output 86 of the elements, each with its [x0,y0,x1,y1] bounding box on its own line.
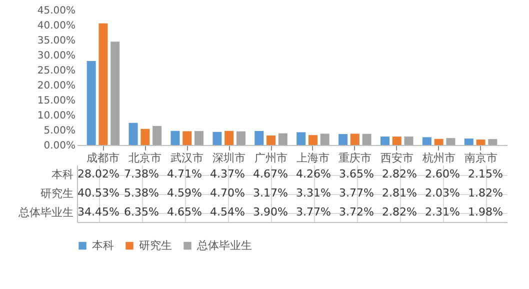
text: 总体毕业生 [18,206,74,219]
x-tick-label: 北京市 [128,152,162,164]
bar [350,134,360,145]
data-label: 1.82% [468,186,503,200]
data-label: 6.35% [124,206,159,218]
bar [170,130,180,145]
bar [476,140,486,145]
x-tick-label: 杭州市 [421,152,456,164]
legend-label: 研究生 [139,238,172,252]
data-label: 4.59% [167,186,202,200]
y-tick-label: 30.00% [37,50,76,62]
data-label: 2.03% [425,186,460,200]
bar [488,139,498,145]
data-label: 4.26% [296,168,331,180]
bar [464,138,474,145]
data-label: 5.38% [124,186,159,200]
y-tick-label: 10.00% [37,110,76,122]
bar [434,138,444,145]
bar [278,133,288,145]
data-label: 2.60% [425,168,460,180]
x-tick-label: 深圳市 [212,152,246,164]
data-label: 4.71% [167,168,202,180]
data-label: 3.31% [296,186,331,200]
x-tick-label: 上海市 [296,152,330,164]
y-tick-label: 25.00% [37,66,76,76]
bar [194,131,204,145]
bar [308,135,318,145]
data-label: 7.38% [124,168,159,180]
bar [98,23,108,145]
bar [236,131,246,145]
data-label: 3.77% [339,186,374,200]
bar [140,128,150,145]
y-tick-label: 20.00% [37,80,76,92]
bar [152,126,162,145]
bar [362,134,372,145]
x-tick-label: 广州市 [254,152,288,164]
data-label: 40.53% [78,186,120,200]
legend-label: 本科 [92,238,114,252]
data-label: 4.65% [167,206,202,218]
y-tick-label: 45.00% [37,6,76,16]
bar [224,130,234,145]
data-label: 2.81% [382,186,417,200]
bar [404,136,414,145]
data-label: 3.72% [339,206,374,218]
data-label: 3.77% [296,206,331,218]
text: 本科 [52,168,74,181]
y-tick-label: 35.00% [37,36,76,46]
data-label: 3.65% [339,168,374,180]
bar [266,135,276,145]
text: 研究生 [40,187,74,200]
bar [296,132,306,145]
data-label: 3.17% [253,186,288,200]
bar [182,131,192,145]
x-tick-label: 西安市 [380,152,414,164]
data-label: 4.70% [210,186,245,200]
x-tick-label: 重庆市 [338,152,372,164]
bar [128,122,138,145]
bar [110,42,120,145]
data-label: 3.90% [253,206,288,218]
y-tick-label: 0.00% [44,140,76,152]
x-tick-label: 成都市 [86,152,120,164]
y-tick-label: 40.00% [37,20,76,32]
bar [254,130,264,145]
data-label: 2.82% [382,168,417,180]
data-label: 2.31% [425,206,460,218]
data-label: 1.98% [468,206,503,218]
bar [86,60,96,145]
bar [338,134,348,145]
data-label: 34.45% [78,206,120,218]
y-tick-label: 5.00% [44,126,76,136]
x-tick-label: 武汉市 [170,152,204,164]
data-label: 2.82% [382,206,417,218]
data-label: 28.02% [78,168,120,180]
data-label: 4.67% [253,168,288,180]
bar [422,137,432,145]
y-tick-label: 15.00% [37,96,76,106]
data-label: 2.15% [468,168,503,180]
data-label: 4.54% [210,206,245,218]
data-label: 4.37% [210,168,245,180]
bar [320,134,330,145]
bar [380,136,390,145]
bar [212,132,222,145]
x-tick-label: 南京市 [464,152,498,164]
bar [392,136,402,145]
legend-label: 总体毕业生 [196,238,252,252]
bar [446,138,456,145]
